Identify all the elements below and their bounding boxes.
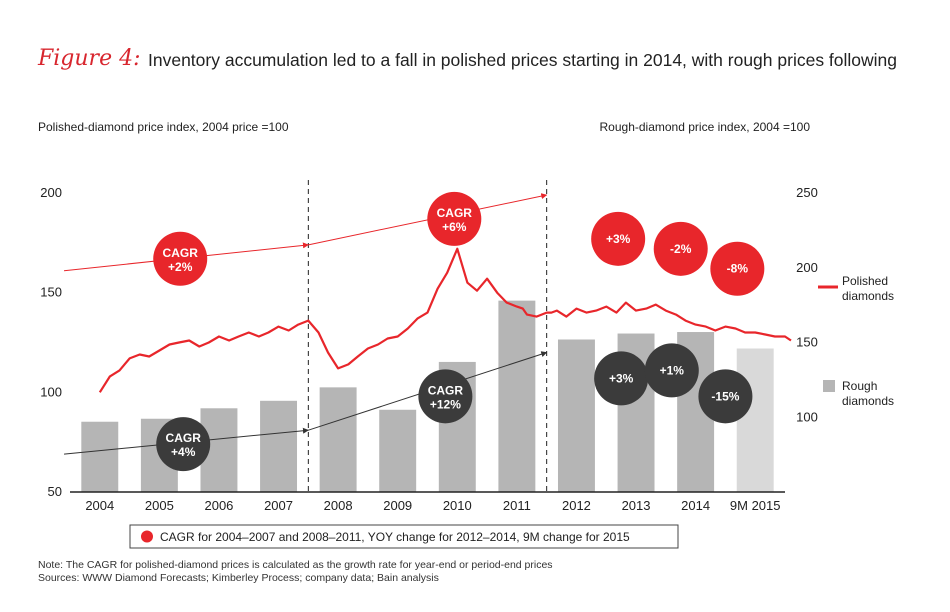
rough-9m-2015-value: -15% bbox=[711, 389, 739, 403]
polished-cagr-2004-2007-label: CAGR bbox=[163, 246, 199, 260]
right-axis-tick: 250 bbox=[796, 185, 818, 200]
polished-cagr-2004-2007-value: +2% bbox=[168, 260, 193, 274]
rough-cagr-2004-2007-circle bbox=[156, 417, 211, 472]
polished-yoy-2013-circle bbox=[653, 221, 708, 276]
polished-yoy-2012-badge: +3% bbox=[591, 211, 646, 266]
polished-cagr-2004-2007-badge: CAGR+2% bbox=[153, 231, 208, 286]
left-axis-title: Polished-diamond price index, 2004 price… bbox=[38, 120, 289, 134]
figure-title: Inventory accumulation led to a fall in … bbox=[148, 50, 898, 70]
polished-cagr-2008-2011-badge: CAGR+6% bbox=[427, 191, 482, 246]
chart-sources: Sources: WWW Diamond Forecasts; Kimberle… bbox=[38, 572, 439, 584]
figure-label: Figure 4: bbox=[38, 46, 141, 71]
rough-bar-2011 bbox=[498, 300, 536, 492]
rough-bar-2008 bbox=[319, 387, 357, 492]
right-axis-tick: 100 bbox=[796, 409, 818, 424]
rough-yoy-2013-badge: +3% bbox=[594, 351, 649, 406]
x-tick-label: 2005 bbox=[145, 498, 174, 513]
legend-rough-label: diamonds bbox=[842, 394, 894, 408]
left-axis-tick: 150 bbox=[40, 285, 62, 300]
polished-9m-2015-badge: -8% bbox=[710, 241, 765, 296]
right-axis-tick: 150 bbox=[796, 335, 818, 350]
rough-9m-2015-circle bbox=[698, 369, 753, 424]
key-note-text: CAGR for 2004–2007 and 2008–2011, YOY ch… bbox=[160, 530, 630, 544]
rough-cagr-2008-2011-circle bbox=[418, 369, 473, 424]
polished-cagr-2008-2011-label: CAGR bbox=[437, 206, 473, 220]
chart-note: Note: The CAGR for polished-diamond pric… bbox=[38, 559, 553, 571]
key-note-box: CAGR for 2004–2007 and 2008–2011, YOY ch… bbox=[129, 524, 679, 549]
rough-cagr-2004-2007-value: +4% bbox=[171, 445, 196, 459]
left-axis-tick: 200 bbox=[40, 185, 62, 200]
x-tick-label: 9M 2015 bbox=[730, 498, 781, 513]
x-tick-label: 2011 bbox=[503, 498, 531, 513]
legend-polished-label: diamonds bbox=[842, 289, 894, 303]
polished-cagr-2008-2011-circle bbox=[427, 191, 482, 246]
rough-bar-2007 bbox=[260, 400, 298, 492]
rough-yoy-2013-value: +3% bbox=[609, 371, 634, 385]
rough-yoy-2013-circle bbox=[594, 351, 649, 406]
rough-bar-2004 bbox=[81, 421, 119, 492]
rough-cagr-2004-2007-label: CAGR bbox=[166, 431, 202, 445]
x-tick-label: 2007 bbox=[264, 498, 293, 513]
rough-cagr-2004-2007-badge: CAGR+4% bbox=[156, 417, 211, 472]
rough-bar-9m-2015 bbox=[736, 348, 774, 492]
x-tick-label: 2012 bbox=[562, 498, 591, 513]
rough-yoy-2014-value: +1% bbox=[660, 363, 685, 377]
polished-yoy-2013-badge: -2% bbox=[653, 221, 708, 276]
x-tick-label: 2009 bbox=[383, 498, 412, 513]
legend-rough-label: Rough bbox=[842, 379, 877, 393]
x-tick-label: 2014 bbox=[681, 498, 710, 513]
key-note-dot bbox=[141, 530, 153, 543]
rough-cagr-2008-2011-badge: CAGR+12% bbox=[418, 369, 473, 424]
polished-yoy-2013-value: -2% bbox=[670, 242, 692, 256]
rough-yoy-2014-badge: +1% bbox=[644, 343, 699, 398]
x-tick-label: 2013 bbox=[622, 498, 651, 513]
left-axis-tick: 100 bbox=[40, 384, 62, 399]
key-note-border bbox=[129, 524, 679, 549]
polished-yoy-2012-value: +3% bbox=[606, 232, 631, 246]
x-tick-label: 2010 bbox=[443, 498, 472, 513]
polished-9m-2015-circle bbox=[710, 241, 765, 296]
polished-cagr-2008-2011-value: +6% bbox=[442, 220, 467, 234]
rough-bar-2012 bbox=[557, 339, 595, 492]
polished-cagr-2004-2007-circle bbox=[153, 231, 208, 286]
x-tick-label: 2006 bbox=[204, 498, 233, 513]
left-axis-tick: 50 bbox=[48, 484, 62, 499]
right-axis-title: Rough-diamond price index, 2004 =100 bbox=[599, 120, 810, 134]
polished-9m-2015-value: -8% bbox=[727, 262, 749, 276]
polished-yoy-2012-circle bbox=[591, 211, 646, 266]
x-tick-label: 2008 bbox=[324, 498, 353, 513]
x-tick-label: 2004 bbox=[85, 498, 114, 513]
rough-cagr-2008-2011-label: CAGR bbox=[428, 383, 464, 397]
legend-polished-label: Polished bbox=[842, 274, 888, 288]
rough-cagr-2008-2011-value: +12% bbox=[430, 397, 461, 411]
rough-yoy-2014-circle bbox=[644, 343, 699, 398]
polished-price-line bbox=[98, 247, 792, 393]
right-axis-tick: 200 bbox=[796, 260, 818, 275]
rough-bar-2009 bbox=[379, 409, 417, 492]
rough-9m-2015-badge: -15% bbox=[698, 369, 753, 424]
legend-rough-swatch bbox=[823, 380, 835, 392]
